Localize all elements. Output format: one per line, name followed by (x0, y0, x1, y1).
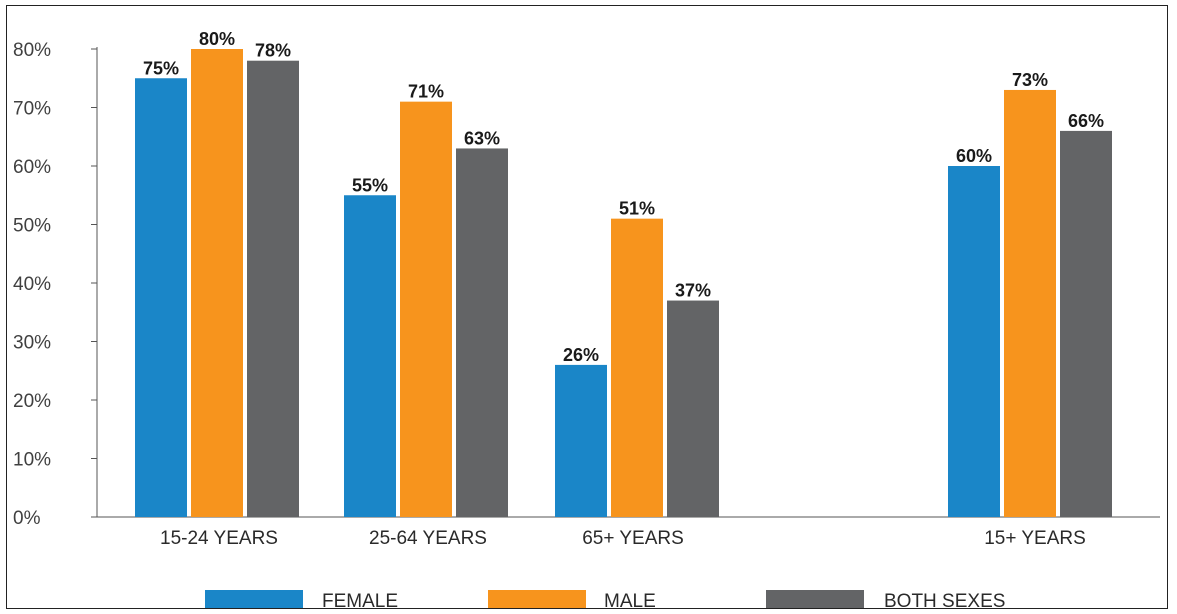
y-tick-label: 70% (13, 99, 51, 120)
bar (611, 218, 663, 517)
bars (135, 49, 1112, 518)
data-label: 26% (563, 345, 599, 365)
bar (247, 60, 299, 517)
bar (400, 101, 452, 518)
x-category-label: 15+ YEARS (984, 528, 1086, 549)
y-axis: 0% 10% 20% 30% 40% 50% 60% 70% 80% (13, 40, 98, 529)
legend-label: MALE (604, 591, 656, 612)
data-label: 71% (408, 82, 444, 102)
legend-label: FEMALE (322, 591, 398, 612)
y-tick-label: 10% (13, 450, 51, 471)
bar (135, 78, 187, 517)
y-tick-label: 60% (13, 157, 51, 178)
legend-label: BOTH SEXES (884, 591, 1005, 612)
bar (1004, 89, 1056, 517)
bar (1060, 130, 1112, 517)
data-label: 51% (619, 199, 655, 219)
bar (555, 364, 607, 517)
data-label: 60% (956, 146, 992, 166)
y-tick-label: 40% (13, 274, 51, 295)
legend-swatch (766, 590, 864, 608)
data-label: 75% (143, 58, 179, 78)
y-tick-label: 80% (13, 40, 51, 61)
y-tick-label: 0% (13, 508, 41, 529)
data-label: 78% (255, 41, 291, 61)
x-category-label: 65+ YEARS (582, 528, 684, 549)
bar (667, 300, 719, 517)
legend-swatch (205, 590, 303, 608)
data-label: 80% (199, 29, 235, 49)
data-label: 63% (464, 128, 500, 148)
y-tick-label: 50% (13, 216, 51, 237)
x-category-label: 15-24 YEARS (160, 528, 278, 549)
data-label: 55% (352, 175, 388, 195)
legend-swatch (488, 590, 586, 608)
data-label: 66% (1068, 111, 1104, 131)
y-tick-label: 20% (13, 391, 51, 412)
legend: FEMALE MALE BOTH SEXES (205, 590, 1005, 612)
x-axis: 15-24 YEARS 25-64 YEARS 65+ YEARS 15+ YEARS (97, 516, 1160, 549)
x-category-label: 25-64 YEARS (369, 528, 487, 549)
bar (948, 166, 1000, 517)
bar (344, 195, 396, 517)
bar (191, 49, 243, 517)
data-label: 73% (1012, 70, 1048, 90)
data-labels: 75% 80% 78% 55% 71% 63% 26% 51% 37% 60% 73% 66% (143, 29, 1104, 365)
y-tick-label: 30% (13, 333, 51, 354)
bar (456, 148, 508, 517)
data-label: 37% (675, 281, 711, 301)
